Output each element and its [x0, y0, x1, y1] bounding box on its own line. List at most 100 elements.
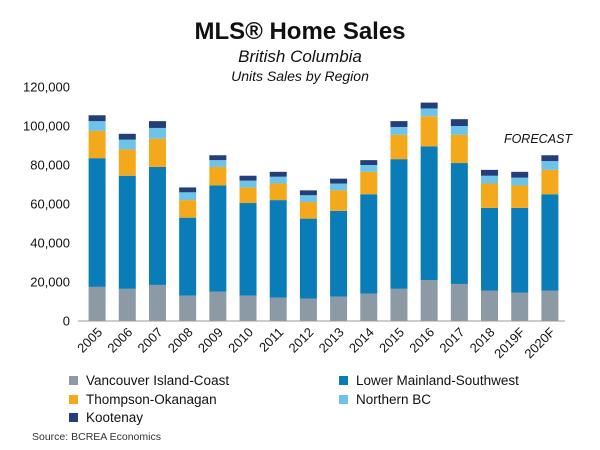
bar-segment — [209, 166, 227, 186]
x-tick-label: 2017 — [436, 325, 467, 356]
source-note: Source: BCREA Economics — [32, 431, 161, 443]
bar-segment — [541, 194, 559, 291]
bar-segment — [148, 138, 166, 167]
bar-segment — [269, 171, 287, 177]
bar-segment — [239, 187, 257, 204]
bar-segment — [269, 176, 287, 184]
bar-segment — [179, 200, 197, 218]
y-tick-label: 80,000 — [30, 158, 70, 173]
bar-segment — [299, 195, 317, 203]
y-tick-label: 120,000 — [23, 80, 70, 95]
bar-segment — [390, 288, 408, 321]
bar-segment — [330, 183, 348, 191]
legend-label: Kootenay — [86, 410, 144, 425]
chart-subtitle-secondary: Units Sales by Region — [231, 68, 369, 84]
legend-label: Northern BC — [356, 392, 432, 407]
legend-swatch — [69, 413, 78, 422]
bar-segment — [360, 165, 378, 172]
x-tick-label: 2014 — [346, 325, 377, 356]
y-tick-label: 40,000 — [30, 236, 70, 251]
bar-segment — [450, 283, 468, 321]
bar-segment — [209, 185, 227, 292]
chart-subtitle: British Columbia — [238, 47, 362, 66]
bar-segment — [450, 163, 468, 284]
bar-segment — [148, 127, 166, 139]
bar-segment — [420, 102, 438, 109]
bar-segment — [299, 202, 317, 219]
y-tick-label: 20,000 — [30, 275, 70, 290]
bar-segment — [481, 175, 499, 184]
legend-swatch — [339, 376, 348, 385]
x-tick-label: 2006 — [104, 325, 135, 356]
bar-segment — [179, 187, 197, 193]
x-tick-label: 2011 — [256, 325, 286, 355]
bar-segment — [118, 139, 136, 150]
bar-segment — [511, 171, 529, 178]
forecast-annotation: FORECAST — [504, 132, 573, 146]
bar-segment — [390, 159, 408, 289]
x-tick-label: 2019F — [491, 324, 528, 361]
bar-segment — [481, 169, 499, 176]
bar-segment — [481, 207, 499, 291]
bar-segment — [360, 171, 378, 195]
bar-segment — [511, 207, 529, 293]
bar-segment — [269, 183, 287, 201]
bar-segment — [420, 116, 438, 147]
bar-segment — [390, 121, 408, 127]
bar-segment — [330, 210, 348, 297]
x-tick-label: 2012 — [285, 325, 316, 356]
bar-segment — [330, 190, 348, 211]
bar-segment — [390, 126, 408, 135]
bar-segment — [179, 295, 197, 321]
bar-segment — [239, 203, 257, 296]
bar-segment — [420, 280, 438, 321]
bar-segment — [88, 121, 106, 131]
bar-segment — [330, 296, 348, 321]
x-tick-label: 2015 — [376, 325, 407, 356]
bar-segment — [481, 183, 499, 208]
bar-segment — [450, 119, 468, 126]
bar-segment — [209, 160, 227, 167]
bar-segment — [239, 295, 257, 321]
legend-swatch — [69, 376, 78, 385]
bar-segment — [511, 177, 529, 186]
bar-segment — [179, 217, 197, 296]
bar-segment — [360, 160, 378, 165]
bar-segment — [148, 284, 166, 321]
x-tick-label: 2016 — [406, 325, 437, 356]
bar-segment — [118, 288, 136, 321]
x-tick-label: 2013 — [316, 325, 347, 356]
bar-segment — [390, 134, 408, 160]
y-tick-label: 100,000 — [23, 119, 70, 134]
x-tick-label: 2008 — [165, 325, 196, 356]
bar-segment — [179, 192, 197, 201]
bar-segment — [420, 146, 438, 281]
bar-segment — [118, 149, 136, 176]
bar-segment — [88, 158, 106, 287]
legend-item-lower-mainland-southwest: Lower Mainland-Southwest — [339, 373, 519, 388]
legend-item-thompson-okanagan: Thompson-Okanagan — [69, 392, 217, 407]
x-tick-label: 2005 — [74, 325, 105, 356]
bar-segment — [239, 175, 257, 181]
y-tick-label: 60,000 — [30, 197, 70, 212]
bar-segment — [88, 115, 106, 122]
bar-segment — [541, 155, 559, 162]
bar-segment — [299, 190, 317, 196]
bar-segment — [481, 290, 499, 321]
y-tick-label: 0 — [63, 314, 70, 329]
bar-segment — [148, 166, 166, 285]
bar-segment — [239, 180, 257, 188]
legend-label: Thompson-Okanagan — [86, 392, 217, 407]
bar-segment — [360, 293, 378, 321]
bar-segment — [269, 297, 287, 321]
bar-segment — [209, 291, 227, 321]
bar-segment — [450, 134, 468, 164]
bar-segment — [541, 290, 559, 321]
bar-segment — [88, 130, 106, 159]
bar-segment — [450, 126, 468, 135]
chart-title: MLS® Home Sales — [194, 18, 406, 45]
bar-segment — [118, 133, 136, 140]
bar-segment — [511, 292, 529, 321]
bar-segment — [118, 175, 136, 289]
